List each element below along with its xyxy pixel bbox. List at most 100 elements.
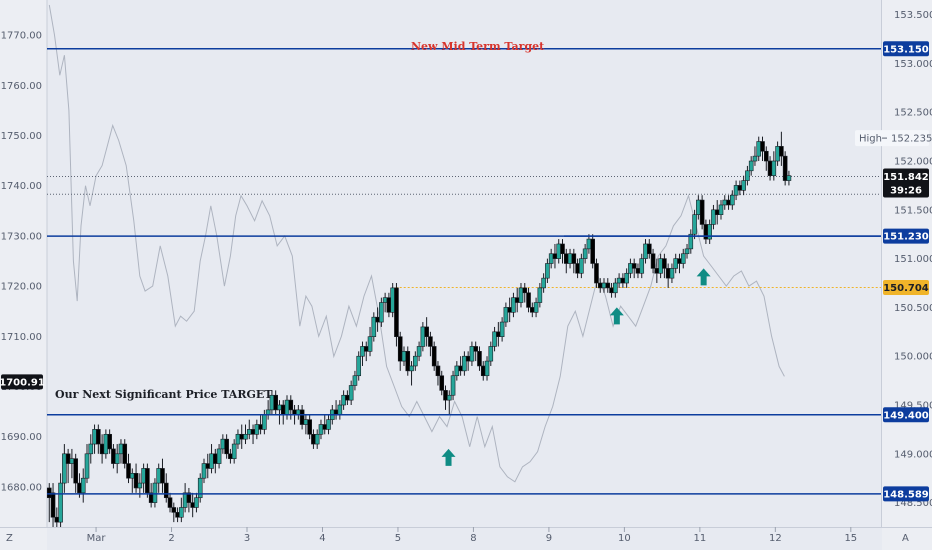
candle-body-down (605, 282, 611, 289)
candle (492, 326, 497, 352)
candle (484, 356, 490, 381)
candle (760, 136, 765, 162)
level-price-label-text: 153.150 (883, 44, 929, 55)
candle-body-down (760, 141, 765, 152)
candle-body-up (556, 243, 562, 259)
left-axis-tick: 1770.00 (1, 31, 42, 42)
candle-body-down (590, 238, 595, 264)
candle-body-up (80, 477, 86, 494)
candle (126, 453, 131, 484)
candle-body-up (337, 404, 343, 416)
candle (748, 156, 754, 176)
candle-body-down (597, 282, 603, 289)
candle-body-up (680, 253, 686, 264)
candle (469, 341, 475, 366)
right-axis-tick: 150.000 (894, 352, 932, 363)
candle-body-down (394, 287, 399, 337)
candle (167, 492, 173, 513)
candle-body-down (699, 199, 705, 225)
countdown-text: 39:26 (890, 185, 922, 196)
candle-body-up (243, 433, 248, 440)
candle-body-down (458, 365, 463, 372)
candle (96, 424, 101, 454)
candle (84, 444, 90, 484)
right-axis-tick: 150.500 (894, 303, 932, 314)
candle-body-down (594, 263, 599, 284)
candle-body-up (579, 258, 584, 274)
candle-body-up (548, 253, 554, 264)
time-axis-tick: 8 (470, 533, 476, 544)
candle-body-down (477, 351, 482, 367)
time-axis-tick: 12 (769, 533, 782, 544)
candle-body-up (318, 424, 324, 435)
candle-body-up (643, 243, 648, 259)
candle (582, 243, 588, 264)
overlay-line (48, 4, 785, 483)
candle (114, 444, 120, 474)
candle-body-down (575, 263, 580, 274)
high-marker-value: 152.235 (891, 134, 932, 145)
level-price-label-bg (883, 407, 929, 423)
time-axis-tick: 2 (168, 533, 174, 544)
candle-body-down (779, 146, 784, 157)
candle-body-down (345, 394, 350, 401)
current-price-label: 151.842 39:26 (883, 168, 929, 198)
candle-body-up (658, 258, 663, 274)
candle (243, 424, 248, 445)
candle (348, 380, 354, 406)
candle (450, 370, 456, 401)
arrow-markers (441, 268, 711, 466)
candle (160, 458, 165, 493)
candle-body-down (431, 346, 437, 367)
high-marker-prefix: High (859, 134, 882, 145)
candle (786, 170, 792, 186)
candle-body-up (771, 160, 777, 176)
high-marker-bg (855, 130, 929, 147)
candle-body-up (537, 287, 543, 303)
candle-body-up (669, 268, 675, 279)
candle-body-down (552, 253, 558, 259)
arrow-up-icon (441, 448, 456, 466)
candle-body-down (239, 433, 245, 440)
candle-body-up (745, 170, 750, 181)
candle-body-up (179, 507, 184, 518)
candle-body-down (299, 409, 305, 425)
candle-body-up (84, 453, 90, 479)
candle (371, 312, 377, 342)
candle-body-up (692, 214, 697, 235)
candle-body-down (646, 243, 652, 255)
time-axis-tick: 10 (618, 533, 631, 544)
candle-body-up (356, 355, 362, 377)
candle (560, 239, 565, 264)
significant-target-label: Our Next Significant Price TARGET (55, 388, 273, 401)
candle-body-up (499, 321, 505, 337)
candle-body-down (111, 448, 116, 464)
candle-body-up (616, 277, 622, 284)
candle-body-down (635, 268, 641, 274)
candle-body-up (775, 146, 780, 162)
candle-body-down (175, 512, 180, 518)
candle-body-up (462, 355, 467, 372)
candle-body-down (620, 277, 626, 284)
candle (590, 234, 595, 269)
candle-body-down (73, 458, 78, 484)
axis-labels: 153.150 151.230 149.400 148.589 150.704 151.8… (0, 41, 932, 502)
candle-body-up (360, 346, 365, 357)
candle (356, 351, 362, 381)
right-price-axis[interactable]: 153.500 153.000 152.500 152.000 151.500 151.0… (894, 10, 932, 509)
level-price-label-bg (883, 486, 929, 502)
candle (684, 243, 690, 259)
time-axis[interactable]: Mar 2 3 4 5 8 9 10 11 12 15 (87, 527, 858, 544)
right-axis-tick: 152.000 (894, 157, 932, 168)
candle-body-up (420, 326, 426, 347)
left-axis-tick: 1750.00 (1, 131, 42, 142)
candle-body-down (473, 346, 478, 352)
candle (639, 253, 645, 279)
candle-body-up (786, 175, 792, 181)
candle (613, 278, 618, 298)
candle (545, 258, 550, 284)
candle (273, 390, 278, 415)
